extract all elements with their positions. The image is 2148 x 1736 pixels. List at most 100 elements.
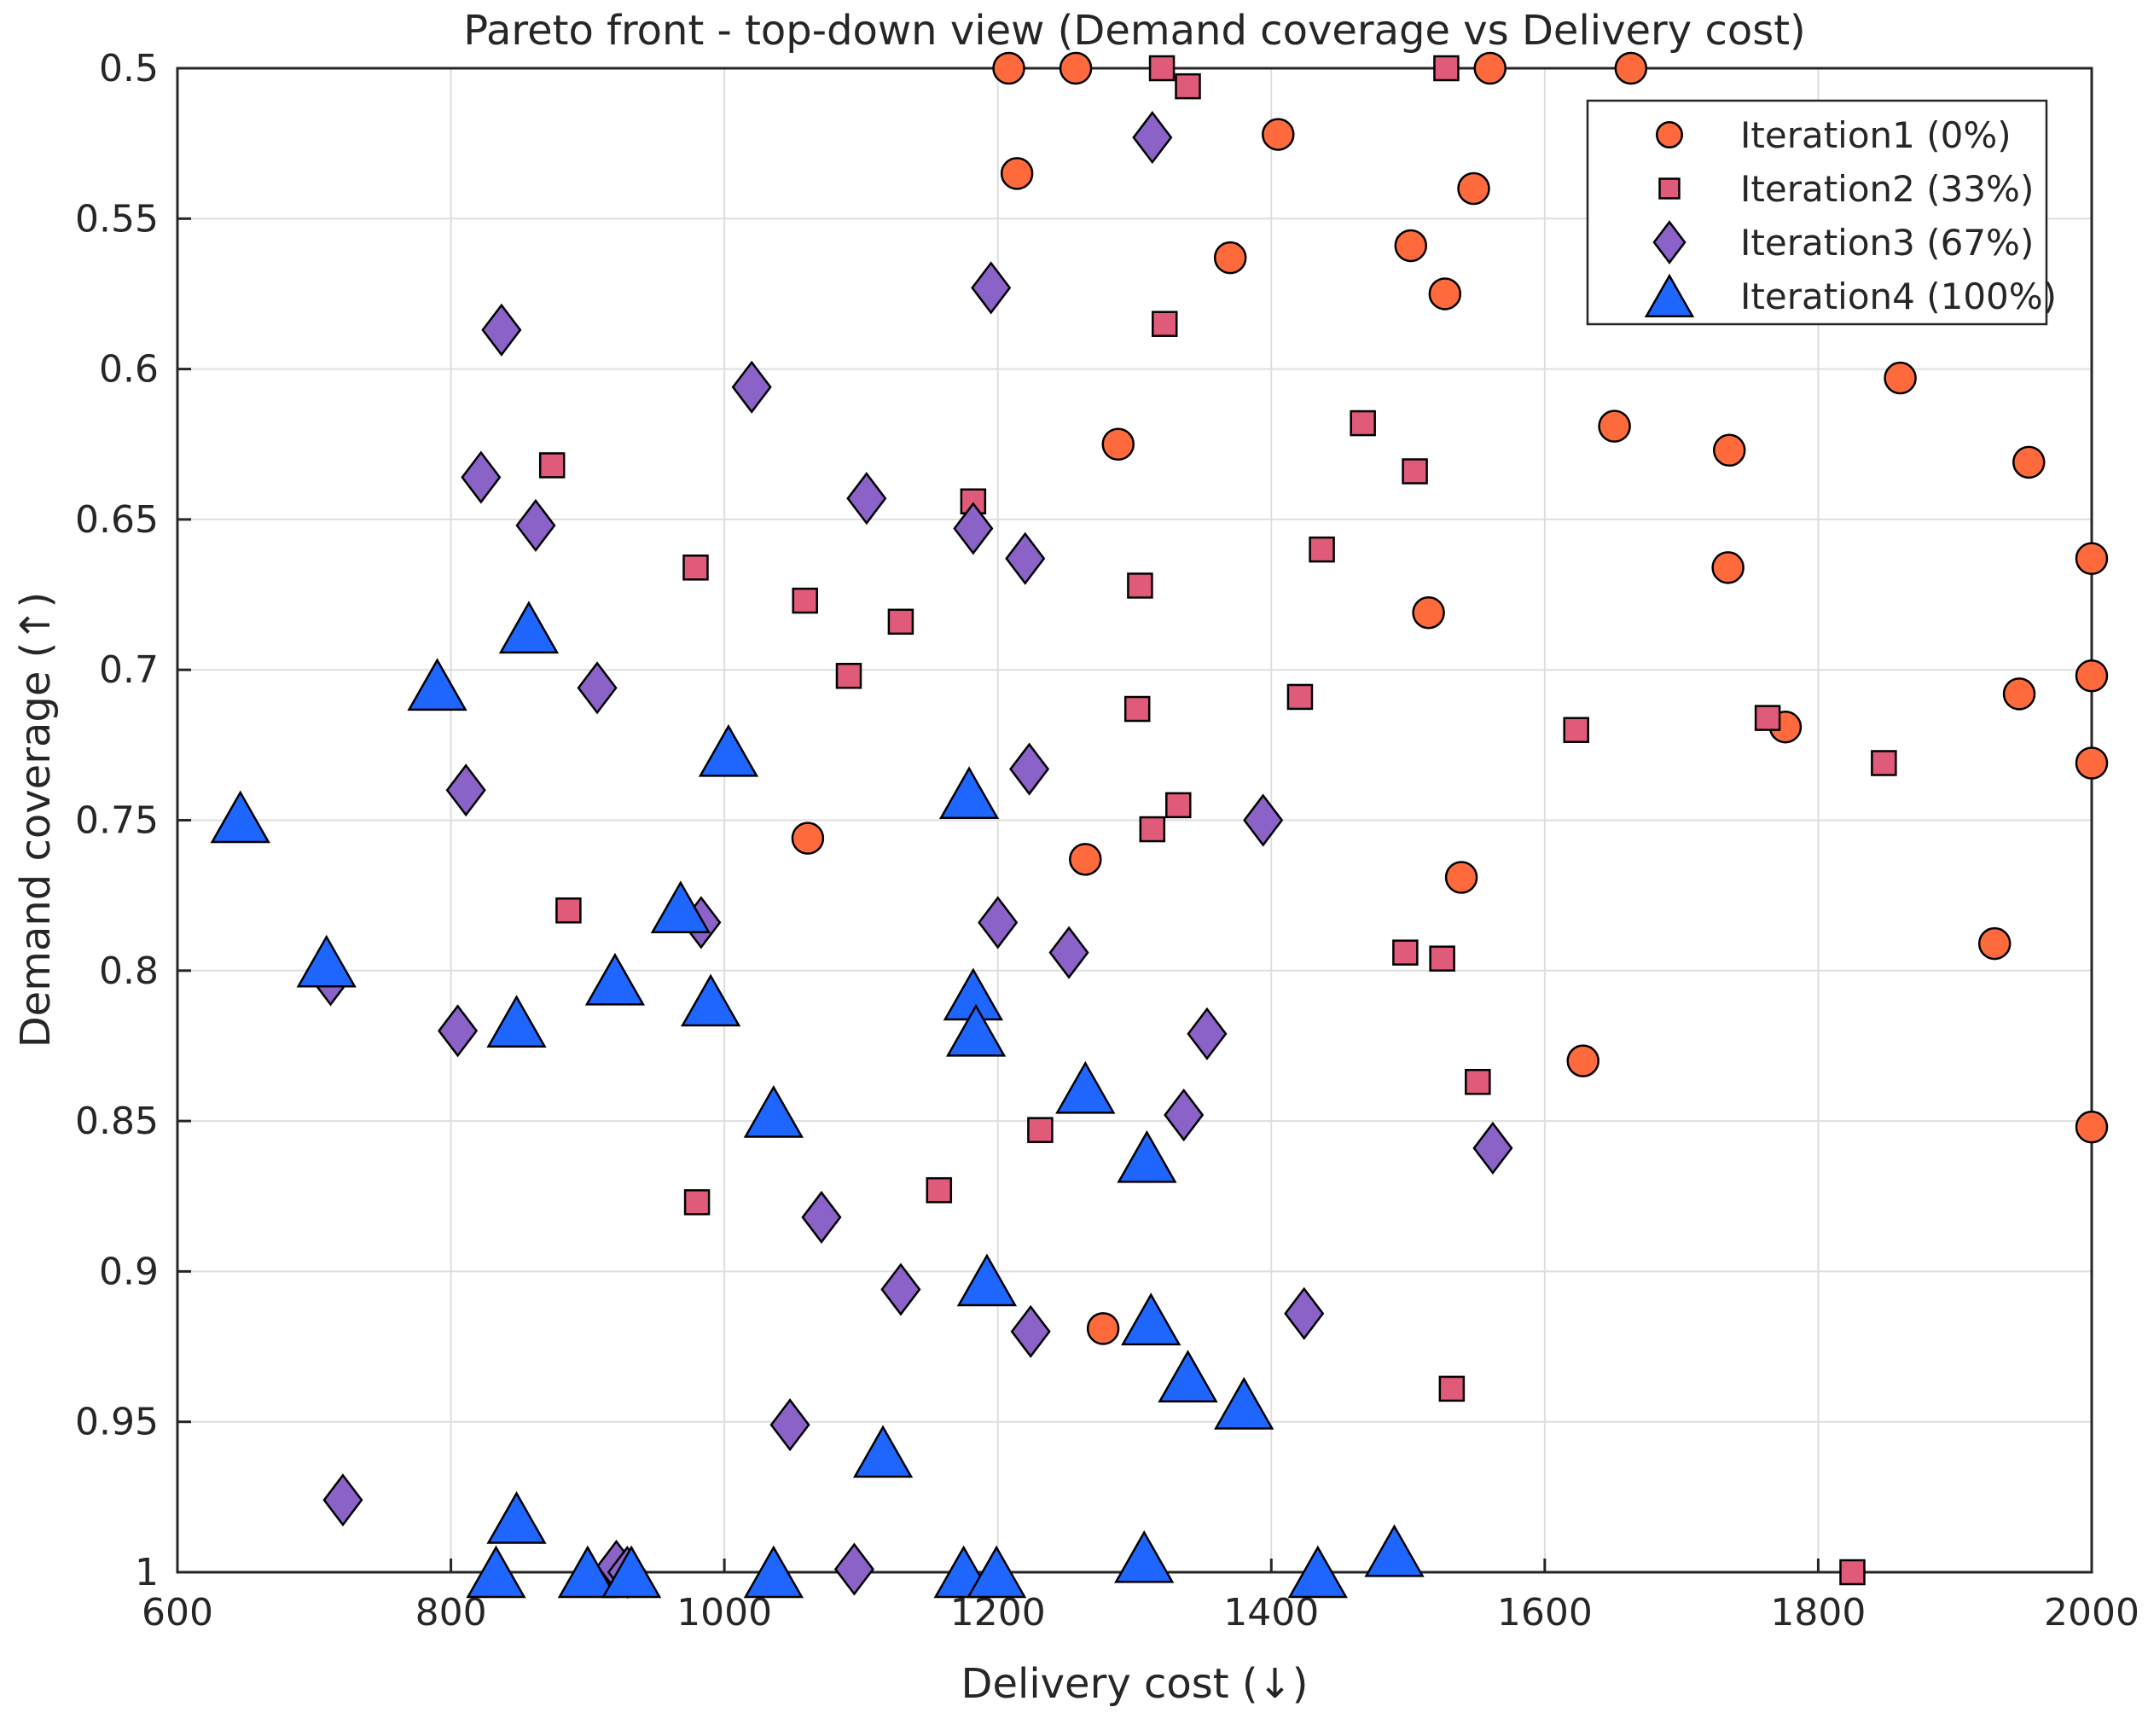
point-iteration1 [1086,1312,1120,1345]
point-iteration4 [956,1253,1018,1307]
point-iteration1 [1884,361,1917,395]
legend-item-2: Iteration2 (33%) [1658,168,2034,210]
point-iteration4 [296,934,357,988]
y-axis-label: Demand coverage (↑) [12,592,60,1048]
point-iteration1 [2075,659,2109,693]
point-iteration3 [577,661,618,715]
y-tick-label: 0.55 [75,197,159,241]
point-iteration4 [210,790,270,844]
x-tick-label: 800 [415,1591,487,1634]
legend: Iteration1 (0%) Iteration2 (33%) Iteration… [1586,99,2057,326]
point-iteration4 [1158,1350,1218,1403]
x-axis-label: Delivery cost (↓) [961,1660,1308,1708]
point-iteration3 [978,896,1019,949]
x-tick-label: 1000 [676,1591,772,1634]
point-iteration4 [486,1491,547,1544]
point-iteration2 [1871,750,1897,776]
point-iteration2 [1433,55,1460,82]
point-iteration2 [1839,1559,1866,1586]
y-tick-label: 1 [135,1551,159,1594]
x-tick-label: 1200 [950,1591,1046,1634]
point-iteration4 [680,973,741,1027]
point-iteration4 [407,658,467,711]
series-1 [791,51,2109,1345]
point-iteration1 [2075,1110,2109,1144]
point-iteration1 [1598,409,1631,443]
point-iteration1 [1000,157,1034,190]
point-iteration3 [1009,742,1050,796]
x-tick-label: 600 [142,1591,213,1634]
point-iteration2 [1165,792,1192,819]
point-iteration2 [683,1189,711,1216]
point-iteration4 [486,995,547,1048]
point-iteration3 [731,360,772,414]
point-iteration1 [1101,427,1135,461]
legend-marker-square [1658,177,1681,200]
point-iteration3 [833,1542,874,1596]
point-iteration3 [1132,111,1173,165]
y-tick-label: 0.6 [99,348,159,392]
point-iteration1 [1473,51,1507,85]
point-iteration2 [1152,311,1178,337]
point-iteration3 [971,261,1012,315]
point-iteration3 [1187,1007,1228,1060]
point-iteration2 [1465,1069,1491,1095]
point-iteration1 [1059,51,1093,85]
point-iteration4 [1214,1377,1274,1430]
point-iteration2 [1754,705,1781,731]
point-iteration3 [1284,1286,1325,1340]
point-iteration2 [1563,717,1589,743]
point-iteration2 [887,608,914,636]
y-tick-label: 0.65 [75,498,159,542]
point-iteration4 [584,952,646,1006]
data-points [210,51,2109,1600]
point-iteration1 [1412,595,1445,630]
point-iteration3 [953,502,994,555]
y-tick-label: 0.75 [75,799,159,843]
point-iteration1 [2002,677,2036,711]
y-tick-label: 0.5 [99,47,159,90]
point-iteration3 [322,1473,363,1527]
point-iteration4 [966,1545,1027,1599]
point-iteration2 [682,554,709,581]
point-iteration2 [1350,409,1376,437]
point-iteration3 [1243,793,1284,847]
point-iteration3 [1048,926,1089,979]
point-iteration1 [1712,433,1746,467]
point-iteration3 [1010,1304,1051,1358]
point-iteration4 [1117,1129,1177,1183]
point-iteration4 [698,723,759,777]
point-iteration4 [852,1425,914,1478]
y-tick-label: 0.95 [75,1401,159,1444]
point-iteration2 [835,663,862,689]
point-iteration2 [1309,536,1335,563]
point-iteration4 [945,1003,1007,1057]
point-iteration3 [1164,1088,1205,1142]
y-tick-label: 0.85 [75,1100,159,1143]
point-iteration1 [1566,1044,1599,1077]
legend-label: Iteration4 (100%) [1740,276,2057,317]
point-iteration1 [1977,926,2012,961]
point-iteration2 [555,897,582,924]
point-iteration1 [1394,229,1428,263]
point-iteration1 [1262,118,1295,151]
point-iteration4 [1055,1060,1116,1114]
legend-marker-triangle [1644,273,1695,318]
point-iteration3 [1472,1121,1513,1175]
point-iteration2 [1286,683,1314,711]
chart-title: Pareto front - top-down view (Demand cov… [463,7,1806,55]
point-iteration3 [1005,531,1046,585]
x-tick-label: 2000 [2044,1591,2139,1634]
y-tick-label: 0.9 [99,1250,159,1293]
point-iteration2 [538,452,566,479]
point-iteration3 [445,763,486,817]
point-iteration4 [743,1545,804,1599]
point-iteration3 [846,472,887,525]
point-iteration1 [1711,551,1745,584]
series-4 [210,601,1425,1599]
point-iteration3 [461,450,502,504]
point-iteration2 [792,587,818,614]
legend-item-1: Iteration1 (0%) [1655,114,2012,156]
point-iteration2 [1392,939,1419,966]
